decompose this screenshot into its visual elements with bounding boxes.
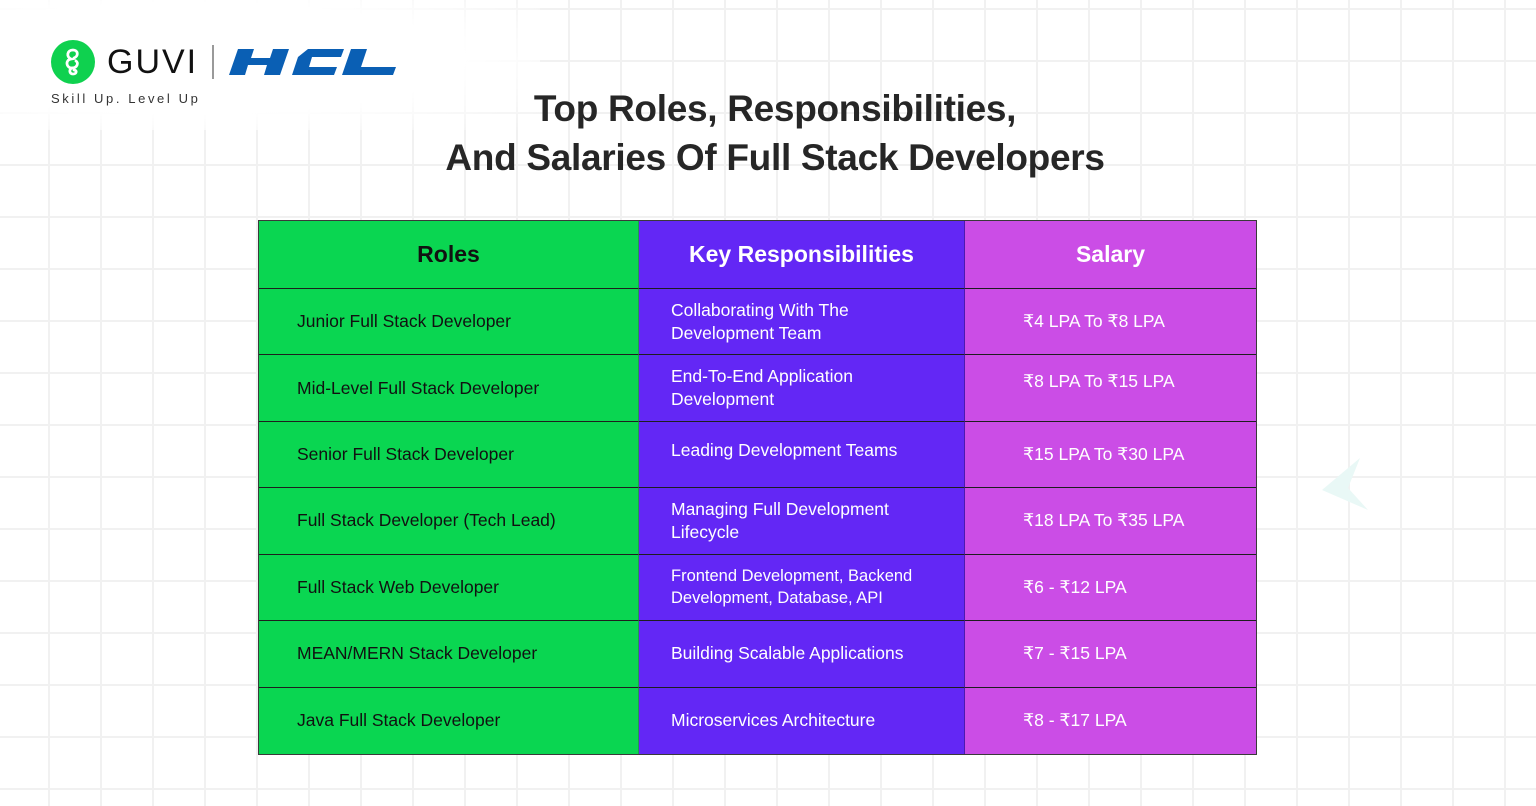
responsibility-cell: Building Scalable Applications: [638, 621, 964, 688]
role-cell: Full Stack Web Developer: [259, 554, 638, 622]
salary-cell: ₹4 LPA To ₹8 LPA: [964, 289, 1256, 356]
salary-cell: ₹6 - ₹12 LPA: [964, 554, 1256, 622]
salary-cell: ₹7 - ₹15 LPA: [964, 621, 1256, 688]
page-title: Top Roles, Responsibilities, And Salarie…: [0, 84, 1536, 182]
role-cell: Mid-Level Full Stack Developer: [259, 355, 638, 422]
responsibility-cell: Microservices Architecture: [638, 687, 964, 754]
responsibility-cell: End-To-End Application Development: [638, 355, 964, 422]
responsibility-cell: Managing Full Development Lifecycle: [638, 488, 964, 555]
header-roles: Roles: [259, 221, 638, 289]
responsibility-cell: Frontend Development, Backend Developmen…: [638, 554, 964, 622]
header-responsibilities: Key Responsibilities: [638, 221, 964, 289]
role-cell: Junior Full Stack Developer: [259, 289, 638, 356]
brand-tagline: Skill Up. Level Up: [51, 91, 201, 106]
brand-lockup: GUVI: [51, 40, 398, 84]
brand-divider: [212, 45, 215, 79]
header-salary: Salary: [964, 221, 1256, 289]
guvi-logo-icon: [51, 40, 95, 84]
roles-salary-table: Roles Key Responsibilities Salary Junior…: [258, 220, 1257, 755]
guvi-glyph-icon: [65, 48, 79, 76]
role-cell: MEAN/MERN Stack Developer: [259, 621, 638, 688]
salary-cell: ₹18 LPA To ₹35 LPA: [964, 488, 1256, 555]
role-cell: Senior Full Stack Developer: [259, 421, 638, 489]
arrow-decoration-icon: [1322, 458, 1368, 510]
responsibility-cell: Collaborating With The Development Team: [638, 289, 964, 356]
salary-cell: ₹15 LPA To ₹30 LPA: [964, 421, 1256, 489]
salary-cell: ₹8 - ₹17 LPA: [964, 687, 1256, 754]
hcl-logo-icon: [229, 49, 397, 75]
role-cell: Java Full Stack Developer: [259, 687, 638, 754]
title-line-1: Top Roles, Responsibilities,: [533, 88, 1017, 129]
role-cell: Full Stack Developer (Tech Lead): [259, 488, 638, 555]
guvi-wordmark: GUVI: [107, 43, 199, 81]
responsibility-cell: Leading Development Teams: [638, 421, 964, 489]
salary-cell: ₹8 LPA To ₹15 LPA: [964, 355, 1256, 422]
title-line-2: And Salaries Of Full Stack Developers: [445, 137, 1105, 178]
